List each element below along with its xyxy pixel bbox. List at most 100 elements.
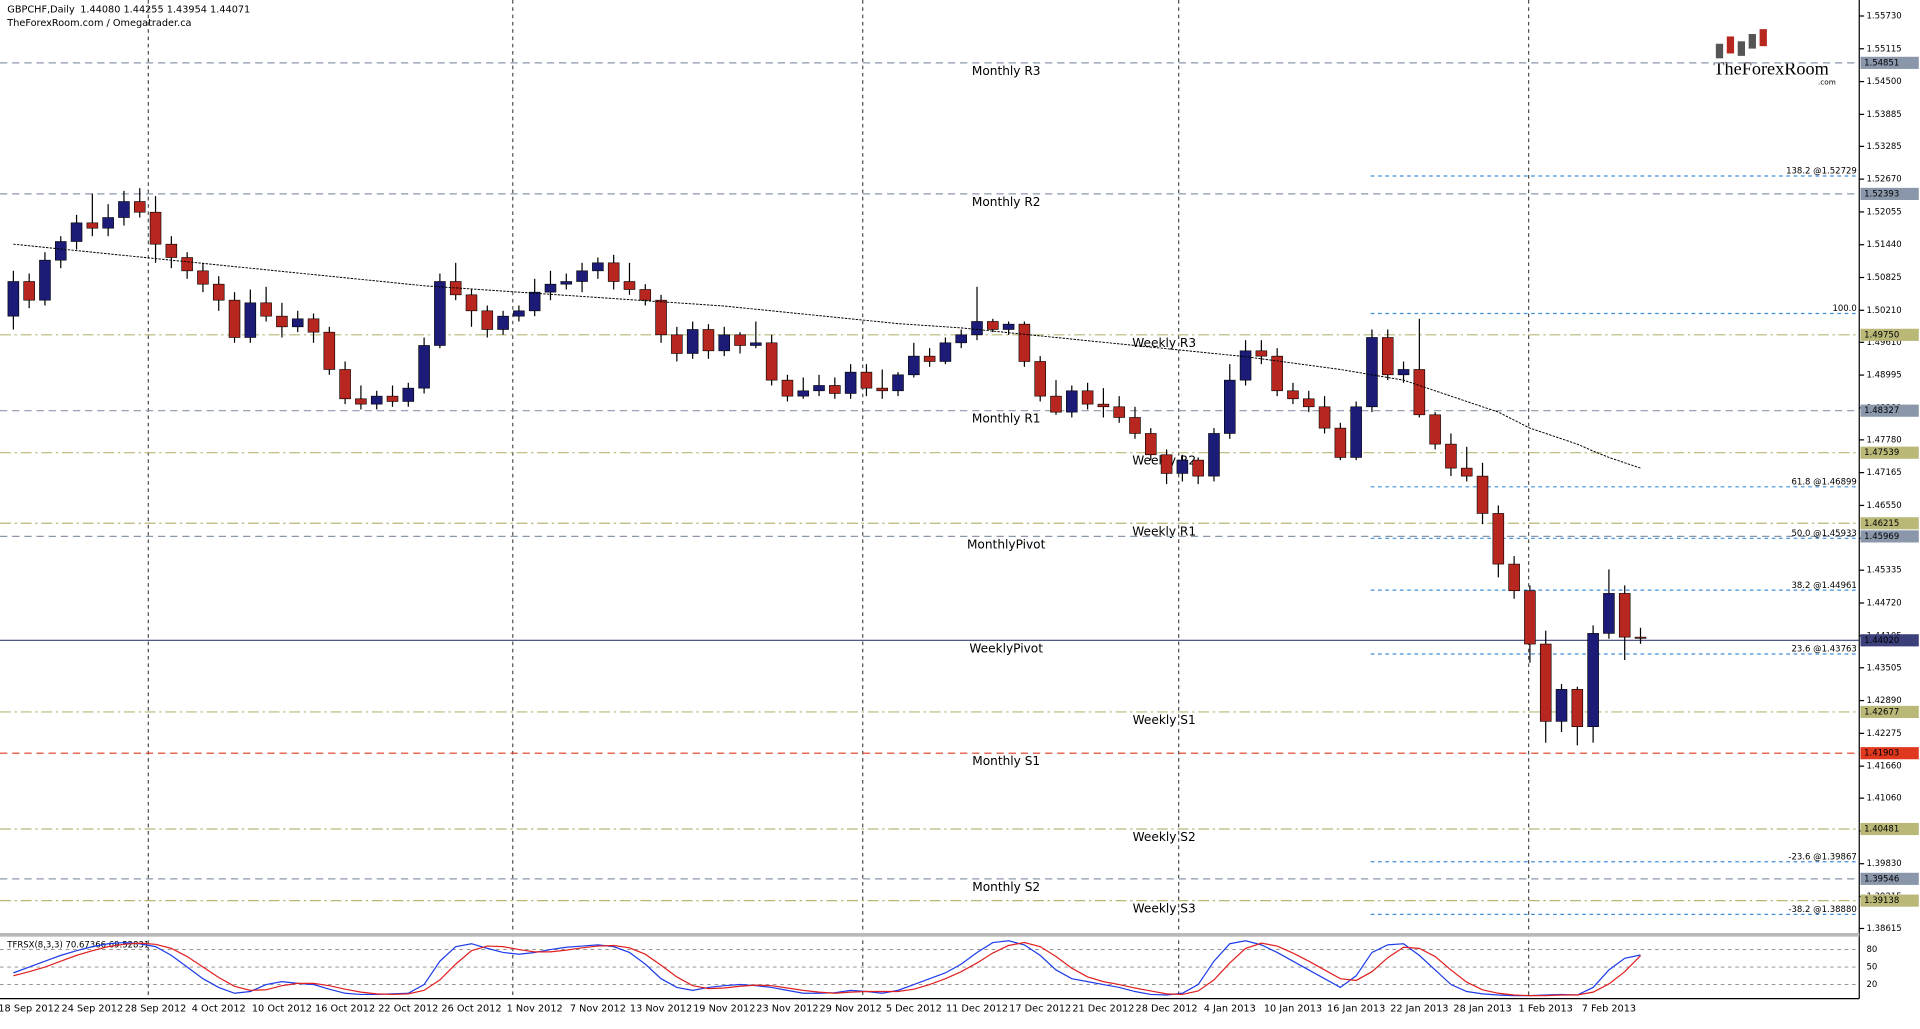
- candle-body: [339, 369, 351, 400]
- candle-body: [1571, 689, 1584, 727]
- price-tag: [1860, 404, 1919, 417]
- fib-label: 138.2 @1.52729: [1786, 167, 1857, 177]
- candle-body: [1381, 337, 1394, 376]
- candle-body: [39, 259, 51, 301]
- candle-body: [418, 345, 430, 389]
- pivot-label: Weekly R3: [1132, 336, 1196, 350]
- candle-body: [1271, 355, 1283, 392]
- y-tick-label: 1.42275: [1867, 729, 1902, 739]
- candle-body: [686, 329, 699, 354]
- logo: TheForexRoom .com: [1713, 29, 1836, 87]
- candle-body: [212, 283, 225, 301]
- candle-body: [1445, 443, 1457, 469]
- candle-body: [1066, 390, 1078, 413]
- osc-line: [13, 941, 1641, 997]
- price-tag: [1860, 517, 1919, 530]
- candle-body: [386, 395, 399, 402]
- candle-body: [876, 387, 888, 392]
- y-tick-label: 1.52055: [1867, 207, 1902, 217]
- x-tick-label: 4 Oct 2012: [192, 1003, 246, 1014]
- pivot-label: Monthly S2: [972, 880, 1040, 894]
- candle-body: [1224, 379, 1236, 434]
- price-tag-label: 1.45969: [1864, 532, 1899, 542]
- y-tick-label: 1.41660: [1867, 762, 1902, 772]
- candle-body: [1476, 475, 1489, 514]
- candle-body: [971, 321, 983, 336]
- fib-label: 38.2 @1.44961: [1792, 581, 1857, 591]
- candle-body: [1508, 563, 1520, 592]
- candle-body: [70, 222, 83, 242]
- y-tick-label: 1.41060: [1867, 794, 1902, 804]
- candle-body: [1555, 689, 1568, 722]
- panel-divider: [0, 933, 1860, 937]
- x-tick-label: 16 Oct 2012: [315, 1003, 375, 1014]
- candle-body: [623, 281, 636, 290]
- candle-body: [1287, 390, 1299, 400]
- candle-body: [54, 241, 67, 261]
- candle-body: [908, 355, 920, 376]
- price-tag: [1860, 747, 1919, 760]
- candle-body: [449, 281, 462, 296]
- y-tick-label: 1.39830: [1867, 859, 1902, 869]
- fib-label: 61.8 @1.46899: [1792, 477, 1857, 487]
- price-tag-label: 1.47539: [1864, 448, 1899, 458]
- candle-body: [165, 243, 178, 258]
- candle-body: [481, 310, 494, 330]
- price-tag-label: 1.54851: [1864, 58, 1899, 68]
- candle-body: [118, 201, 130, 218]
- candle-body: [434, 281, 446, 346]
- osc-tick-label: 80: [1867, 945, 1878, 955]
- candle-body: [23, 281, 35, 301]
- candle-body: [718, 334, 731, 352]
- x-tick-label: 19 Nov 2012: [693, 1003, 755, 1014]
- price-tag-label: 1.46215: [1864, 519, 1899, 529]
- candle-body: [607, 262, 620, 282]
- candle-body: [1239, 350, 1252, 381]
- candle-body: [1492, 513, 1505, 565]
- candle-body: [1176, 459, 1189, 474]
- price-tag-label: 1.49750: [1864, 330, 1899, 340]
- x-tick-label: 1 Nov 2012: [507, 1003, 563, 1014]
- candle-body: [1097, 403, 1110, 408]
- x-tick-label: 22 Oct 2012: [378, 1003, 438, 1014]
- candle-body: [1350, 406, 1362, 458]
- price-tag-label: 1.39138: [1864, 896, 1899, 906]
- x-tick-label: 10 Oct 2012: [252, 1003, 312, 1014]
- candle-body: [513, 310, 525, 317]
- x-tick-label: 18 Sep 2012: [0, 1003, 60, 1014]
- y-tick-label: 1.53285: [1867, 142, 1902, 152]
- candle-body: [765, 342, 778, 381]
- pivot-label: Weekly S1: [1133, 713, 1196, 727]
- price-tag: [1860, 530, 1919, 543]
- candle-body: [244, 302, 257, 338]
- chart-title: GBPCHF,Daily: [7, 5, 75, 16]
- candle-body: [102, 217, 114, 229]
- x-tick-label: 24 Sep 2012: [62, 1003, 124, 1014]
- pivot-label: WeeklyPivot: [969, 641, 1043, 655]
- osc-tick-label: 50: [1867, 963, 1878, 973]
- logo-icon: [1748, 34, 1756, 49]
- price-tag-label: 1.41903: [1864, 749, 1899, 759]
- candle-body: [734, 334, 746, 346]
- price-tag: [1860, 705, 1919, 718]
- logo-sub: .com: [1818, 78, 1836, 87]
- candle-body: [655, 299, 667, 336]
- price-tag-label: 1.42677: [1864, 707, 1899, 717]
- y-tick-label: 1.44720: [1867, 599, 1902, 609]
- price-tag-label: 1.39546: [1864, 874, 1899, 884]
- candle-body: [307, 318, 320, 333]
- x-tick-label: 21 Dec 2012: [1072, 1003, 1134, 1014]
- y-tick-label: 1.53885: [1867, 110, 1902, 120]
- x-tick-label: 16 Jan 2013: [1327, 1003, 1385, 1014]
- moving-average: [13, 243, 1641, 469]
- y-tick-label: 1.45335: [1867, 566, 1902, 576]
- price-tag-label: 1.52393: [1864, 189, 1899, 199]
- fib-label: 50.0 @1.45933: [1792, 529, 1857, 539]
- candle-body: [1034, 361, 1046, 397]
- x-tick-label: 29 Nov 2012: [820, 1003, 882, 1014]
- price-tag: [1860, 872, 1919, 885]
- pivot-label: Monthly R1: [972, 412, 1041, 426]
- y-tick-label: 1.50825: [1867, 273, 1902, 283]
- credit: TheForexRoom.com / Omegatrader.ca: [6, 18, 191, 29]
